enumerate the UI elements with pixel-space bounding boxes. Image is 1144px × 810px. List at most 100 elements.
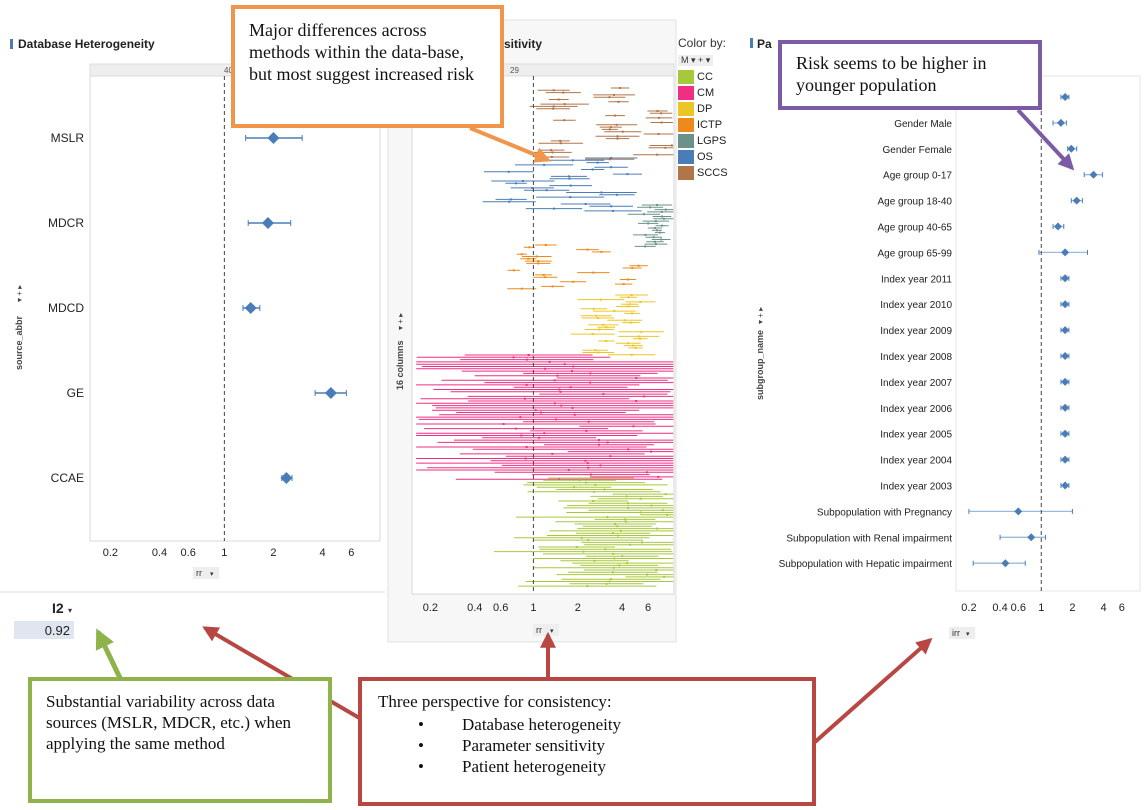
x-tick-label: 0.4	[467, 602, 482, 614]
panel-title-marker	[10, 39, 13, 49]
method-estimate	[563, 103, 566, 106]
method-estimate	[580, 536, 583, 539]
point-estimate	[1061, 377, 1070, 386]
y-field-controls-icon: ▾ + ▸	[396, 313, 405, 330]
legend-label: DP	[697, 102, 713, 115]
point-estimate	[1061, 93, 1070, 101]
method-estimate	[626, 562, 629, 565]
method-estimate	[609, 126, 612, 129]
method-estimate	[608, 580, 611, 583]
patient-y-field[interactable]: subgroup_name ▾ + ▸	[755, 307, 765, 400]
method-estimate	[635, 377, 638, 379]
x-tick-label: 1	[530, 602, 536, 614]
method-estimate	[627, 278, 630, 281]
legend-item-lgps[interactable]: LGPS	[678, 133, 736, 148]
method-estimate	[544, 367, 547, 370]
method-estimate	[628, 303, 631, 306]
method-estimate	[572, 365, 575, 368]
point-estimate	[1027, 533, 1036, 542]
point-estimate	[1061, 403, 1070, 412]
point-estimate	[1001, 559, 1010, 568]
legend-item-dp[interactable]: DP	[678, 101, 736, 116]
method-estimate	[559, 390, 562, 393]
method-estimate	[563, 363, 566, 366]
method-estimate	[551, 151, 554, 154]
legend-item-os[interactable]: OS	[678, 149, 736, 164]
method-estimate	[627, 342, 630, 345]
method-estimate	[512, 269, 515, 272]
method-estimate	[562, 91, 565, 94]
method-estimate	[652, 236, 655, 239]
legend-label: LGPS	[697, 134, 727, 147]
method-estimate	[587, 539, 590, 542]
legend-item-cm[interactable]: CM	[678, 85, 736, 100]
database-y-field[interactable]: source_abbr ▾ + ▸	[14, 285, 24, 370]
method-estimate	[548, 360, 551, 363]
color-legend: Color by: M ▾ + ▾ CC CM DP ICTP LGPS OS SCCS	[678, 36, 736, 180]
chevron-down-icon: ▾	[966, 631, 970, 638]
legend-item-ictp[interactable]: ICTP	[678, 117, 736, 132]
patient-row-label: Index year 2005	[880, 430, 952, 441]
method-estimate	[606, 441, 609, 444]
database-panel-title: Database Heterogeneity	[18, 37, 155, 51]
method-estimate	[553, 379, 556, 382]
point-estimate	[324, 387, 337, 399]
i2-value-cell	[14, 621, 74, 639]
patient-row-label: Index year 2009	[880, 326, 952, 337]
parameter-y-field[interactable]: 16 columns ▾ + ▸	[395, 313, 405, 390]
parameter-x-field-label: rr	[536, 625, 542, 635]
method-estimate	[543, 432, 546, 435]
method-estimate	[538, 436, 541, 439]
point-estimate	[1061, 274, 1070, 283]
method-estimate	[572, 280, 575, 283]
patient-x-field[interactable]: irr ▾	[949, 627, 975, 639]
method-estimate	[589, 372, 592, 375]
database-row-label: CCAE	[51, 471, 84, 485]
x-tick-label: 2	[270, 547, 276, 559]
legend-swatch	[678, 85, 694, 100]
method-estimate	[550, 149, 553, 152]
parameter-x-field[interactable]: rr ▾	[533, 624, 559, 636]
method-estimate	[626, 305, 629, 308]
patient-row-label: Index year 2006	[880, 404, 952, 415]
method-estimate	[525, 446, 528, 448]
method-estimate	[554, 418, 557, 421]
method-estimate	[613, 93, 616, 96]
point-estimate	[1061, 352, 1070, 360]
perspective-item: Parameter sensitivity	[418, 735, 796, 756]
i2-sort-icon[interactable]: ▾	[68, 606, 72, 615]
method-estimate	[575, 546, 578, 548]
method-estimate	[587, 420, 590, 423]
legend-item-cc[interactable]: CC	[678, 69, 736, 84]
legend-item-sccs[interactable]: SCCS	[678, 165, 736, 180]
method-estimate	[602, 393, 605, 396]
legend-color-selector[interactable]: M ▾ + ▾	[678, 55, 714, 66]
method-estimate	[630, 353, 633, 356]
method-estimate	[625, 495, 628, 498]
point-estimate	[1061, 481, 1070, 490]
method-estimate	[520, 287, 523, 290]
method-estimate	[661, 509, 664, 512]
callout-method-differences: Major differences across methods within …	[231, 5, 504, 128]
orange-arrow	[469, 126, 551, 163]
method-estimate	[614, 114, 617, 117]
point-estimate	[1072, 196, 1081, 205]
method-estimate	[621, 130, 624, 133]
legend-swatch	[678, 149, 694, 164]
legend-label: SCCS	[697, 166, 728, 179]
x-tick-label: 0.6	[1011, 602, 1026, 614]
method-estimate	[567, 175, 570, 178]
method-estimate	[587, 466, 590, 469]
method-estimate	[643, 395, 646, 398]
method-estimate	[542, 273, 545, 276]
method-estimate	[558, 388, 561, 391]
method-estimate	[623, 319, 626, 322]
database-x-field[interactable]: rr ▾	[193, 567, 219, 579]
chevron-down-icon: ▾	[210, 571, 214, 578]
method-estimate	[584, 459, 587, 462]
method-estimate	[655, 229, 658, 232]
method-estimate	[635, 400, 638, 402]
point-estimate	[1089, 170, 1098, 179]
method-estimate	[637, 264, 640, 267]
legend-color-selector-value: M	[681, 55, 689, 65]
